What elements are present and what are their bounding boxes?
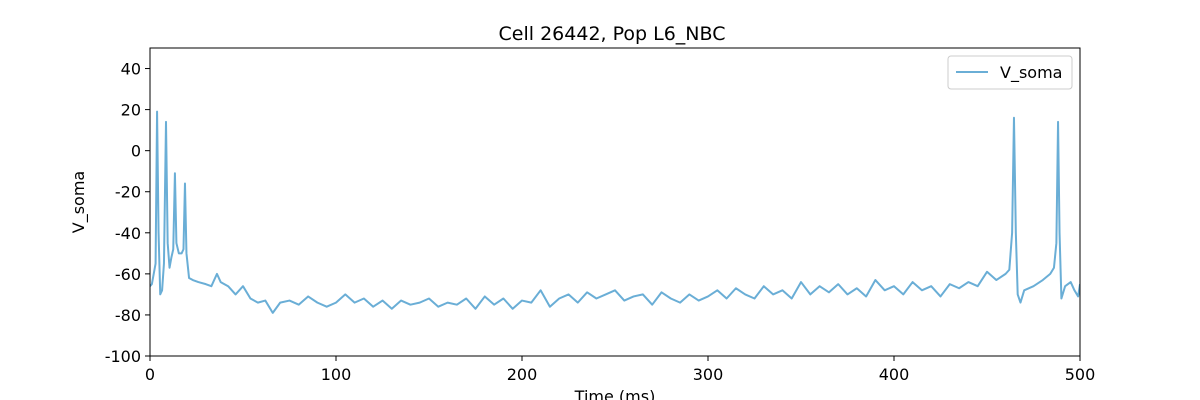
y-tick-label: 40 — [121, 60, 141, 79]
x-tick-label: 0 — [145, 365, 155, 384]
x-tick-label: 300 — [693, 365, 724, 384]
y-tick-label: -40 — [115, 224, 141, 243]
plot-frame — [149, 47, 1081, 357]
y-tick-label: -60 — [115, 265, 141, 284]
y-axis-label: V_soma — [69, 171, 89, 233]
x-axis-label: Time (ms) — [574, 387, 656, 400]
y-tick-label: 0 — [131, 142, 141, 161]
data-line — [150, 110, 1080, 314]
chart-title: Cell 26442, Pop L6_NBC — [499, 23, 726, 45]
legend-label: V_soma — [1000, 63, 1062, 83]
x-tick-label: 200 — [507, 365, 538, 384]
legend-box — [947, 55, 1073, 90]
y-tick-label: 20 — [121, 101, 141, 120]
y-tick-label: -100 — [105, 347, 141, 366]
x-tick-label: 100 — [321, 365, 352, 384]
y-tick-label: -20 — [115, 183, 141, 202]
x-tick-label: 500 — [1065, 365, 1096, 384]
y-tick-label: -80 — [115, 306, 141, 325]
x-tick-label: 400 — [879, 365, 910, 384]
